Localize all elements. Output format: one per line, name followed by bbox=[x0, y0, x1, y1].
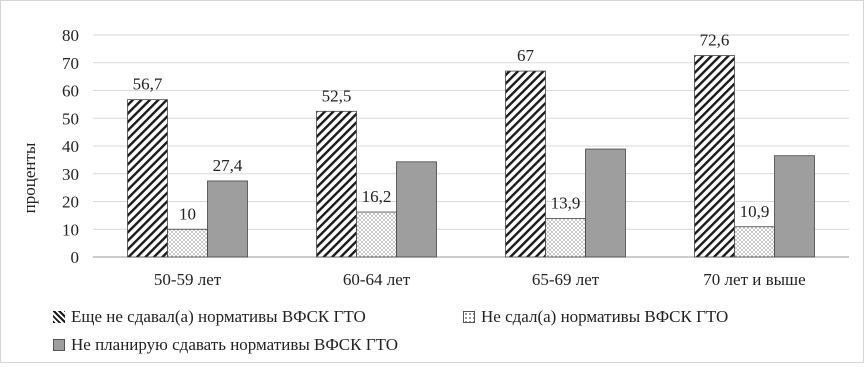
data-label: 13,9 bbox=[551, 193, 581, 212]
gridlines bbox=[93, 34, 849, 258]
x-tick-label: 50-59 лет bbox=[154, 270, 222, 289]
bar bbox=[167, 228, 208, 258]
legend-label: Не планирую сдавать нормативы ВФСК ГТО bbox=[71, 335, 398, 354]
x-tick-label: 65-69 лет bbox=[532, 270, 600, 289]
bar bbox=[734, 226, 775, 258]
y-tick-label: 30 bbox=[62, 165, 79, 184]
data-label: 16,2 bbox=[362, 187, 392, 206]
legend-label: Еще не сдавал(а) нормативы ВФСК ГТО bbox=[71, 307, 366, 326]
bar bbox=[127, 99, 168, 258]
dots-swatch-icon bbox=[463, 311, 475, 323]
y-tick-label: 0 bbox=[71, 248, 80, 267]
y-tick-label: 20 bbox=[62, 193, 79, 212]
data-label: 10 bbox=[179, 204, 196, 223]
data-label: 27,4 bbox=[213, 156, 243, 175]
y-tick-label: 10 bbox=[62, 220, 79, 239]
data-label: 10,9 bbox=[740, 202, 770, 221]
legend-item-not-yet-passed: Еще не сдавал(а) нормативы ВФСК ГТО bbox=[53, 307, 366, 327]
y-tick-label: 70 bbox=[62, 54, 79, 73]
legend-label: Не сдал(а) нормативы ВФСК ГТО bbox=[481, 307, 729, 326]
y-tick-label: 60 bbox=[62, 82, 79, 101]
x-tick-label: 60-64 лет bbox=[343, 270, 411, 289]
x-axis: 50-59 лет 60-64 лет 65-69 лет 70 лет и выше bbox=[154, 270, 806, 289]
y-tick-label: 50 bbox=[62, 109, 79, 128]
legend-item-failed: Не сдал(а) нормативы ВФСК ГТО bbox=[463, 307, 728, 327]
bar bbox=[545, 218, 586, 258]
data-labels: 56,7 10 27,4 52,5 16,2 67 13,9 72,6 10,9 bbox=[133, 31, 770, 224]
y-tick-label: 40 bbox=[62, 137, 79, 156]
bar bbox=[396, 161, 437, 258]
bars bbox=[127, 55, 815, 258]
data-label: 56,7 bbox=[133, 75, 163, 94]
data-label: 72,6 bbox=[700, 31, 730, 50]
hatch-swatch-icon bbox=[53, 311, 65, 323]
bar bbox=[207, 180, 248, 258]
data-label: 67 bbox=[517, 46, 535, 65]
y-tick-label: 80 bbox=[62, 26, 79, 45]
bar bbox=[694, 55, 735, 258]
solid-swatch-icon bbox=[53, 339, 65, 351]
data-label: 52,5 bbox=[322, 86, 352, 105]
bar bbox=[316, 110, 357, 258]
legend-item-not-planning: Не планирую сдавать нормативы ВФСК ГТО bbox=[53, 335, 398, 355]
bar bbox=[585, 148, 626, 258]
bar bbox=[774, 155, 815, 258]
x-tick-label: 70 лет и выше bbox=[703, 270, 805, 289]
y-axis-title: проценты bbox=[20, 142, 39, 213]
y-axis: 0 10 20 30 40 50 60 70 80 bbox=[62, 26, 79, 267]
bar bbox=[505, 70, 546, 258]
bar bbox=[356, 211, 397, 258]
